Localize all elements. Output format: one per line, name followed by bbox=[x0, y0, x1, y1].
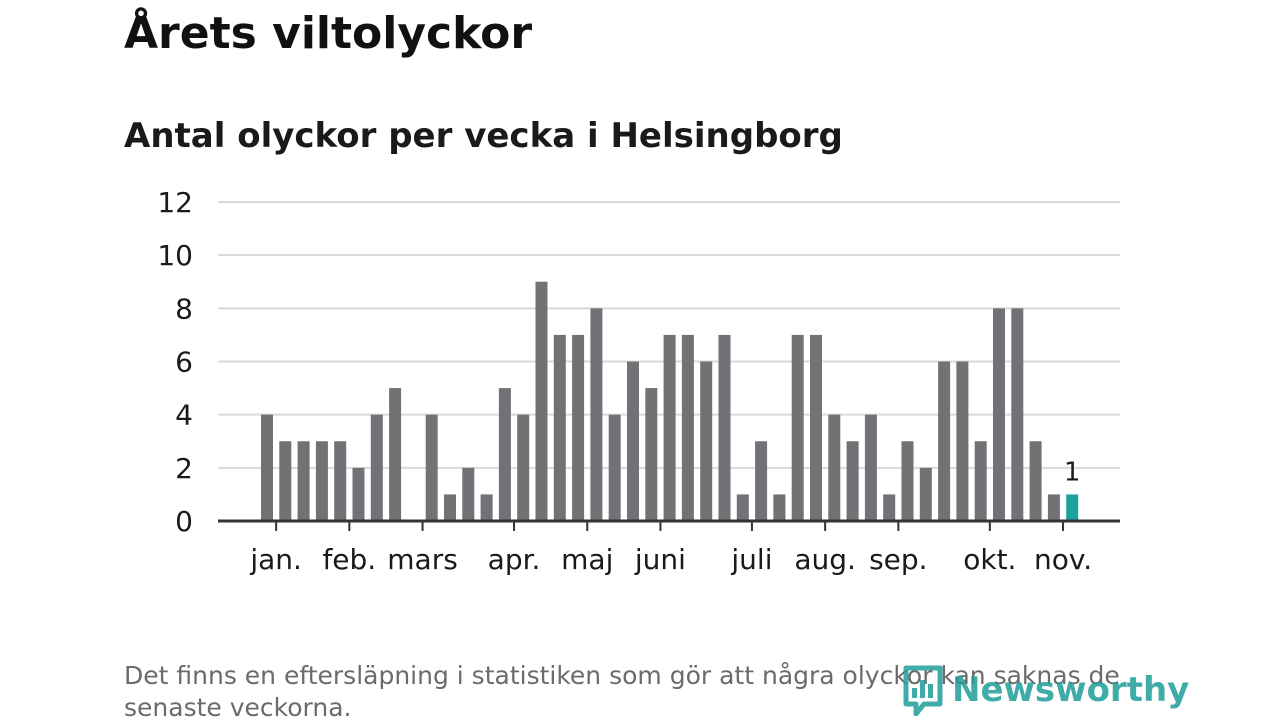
bar bbox=[883, 494, 896, 521]
bar bbox=[370, 414, 383, 521]
bar bbox=[261, 414, 273, 521]
bar bbox=[352, 467, 365, 521]
y-tick-label: 0 bbox=[175, 505, 193, 538]
highlight-bar bbox=[1066, 494, 1079, 521]
bar bbox=[919, 467, 932, 521]
x-tick-label: sep. bbox=[869, 543, 928, 576]
bar bbox=[828, 414, 841, 521]
bar bbox=[315, 441, 328, 521]
x-tick-label: mars bbox=[387, 543, 458, 576]
y-tick-label: 6 bbox=[175, 346, 193, 379]
x-tick-label: okt. bbox=[963, 543, 1016, 576]
bar bbox=[663, 334, 676, 521]
x-tick-label: juni bbox=[634, 543, 686, 576]
bar bbox=[773, 494, 786, 521]
x-tick-label: apr. bbox=[488, 543, 541, 576]
y-tick-label: 8 bbox=[175, 292, 193, 325]
bar bbox=[956, 361, 969, 521]
bar bbox=[572, 334, 585, 521]
bar-chart: 0 2 4 6 8 10 12 1 jan. feb. mars apr. maj juni juli aug… bbox=[157, 186, 1120, 576]
y-tick-label: 10 bbox=[157, 239, 193, 272]
bar bbox=[1047, 494, 1060, 521]
bar bbox=[279, 441, 292, 521]
bar bbox=[681, 334, 694, 521]
y-tick-label: 12 bbox=[157, 186, 193, 219]
bar bbox=[535, 281, 548, 521]
bar bbox=[1011, 308, 1024, 521]
x-tick-label: juli bbox=[730, 543, 772, 576]
bar bbox=[627, 361, 639, 521]
newsworthy-logo-icon bbox=[903, 665, 943, 716]
bar bbox=[645, 388, 658, 521]
bar bbox=[1029, 441, 1042, 521]
bar bbox=[297, 441, 310, 521]
data-label: 1 bbox=[1064, 457, 1081, 487]
x-tick-label: jan. bbox=[249, 543, 302, 576]
y-tick-label: 2 bbox=[175, 452, 193, 485]
bar bbox=[590, 308, 603, 521]
x-tick-label: nov. bbox=[1034, 543, 1092, 576]
chart-subtitle: Antal olyckor per vecka i Helsingborg bbox=[124, 116, 843, 156]
bar bbox=[608, 414, 621, 521]
bar bbox=[993, 308, 1005, 521]
bar bbox=[553, 334, 566, 521]
bar bbox=[755, 441, 768, 521]
brand-name: Newsworthy bbox=[952, 670, 1190, 710]
bar bbox=[480, 494, 493, 521]
bar bbox=[810, 334, 822, 521]
bar bbox=[864, 414, 877, 521]
bar bbox=[736, 494, 749, 521]
bar bbox=[517, 414, 530, 521]
bar bbox=[498, 388, 511, 521]
bar bbox=[444, 494, 456, 521]
y-tick-label: 4 bbox=[175, 399, 193, 432]
bar bbox=[901, 441, 914, 521]
x-tick-label: maj bbox=[561, 543, 613, 576]
bar bbox=[334, 441, 347, 521]
bar bbox=[389, 388, 402, 521]
brand-logo: Newsworthy bbox=[902, 664, 1189, 716]
chart-title: Årets viltolyckor bbox=[124, 8, 533, 59]
x-tick-label: feb. bbox=[322, 543, 376, 576]
bar bbox=[974, 441, 987, 521]
x-tick-label: aug. bbox=[794, 543, 856, 576]
bar bbox=[718, 334, 731, 521]
footnote: Det finns en eftersläpning i statistiken… bbox=[124, 661, 1120, 722]
bar bbox=[700, 361, 713, 521]
bar bbox=[938, 361, 951, 521]
bar bbox=[791, 334, 804, 521]
bar bbox=[846, 441, 859, 521]
bar bbox=[425, 414, 438, 521]
bar bbox=[462, 467, 475, 521]
